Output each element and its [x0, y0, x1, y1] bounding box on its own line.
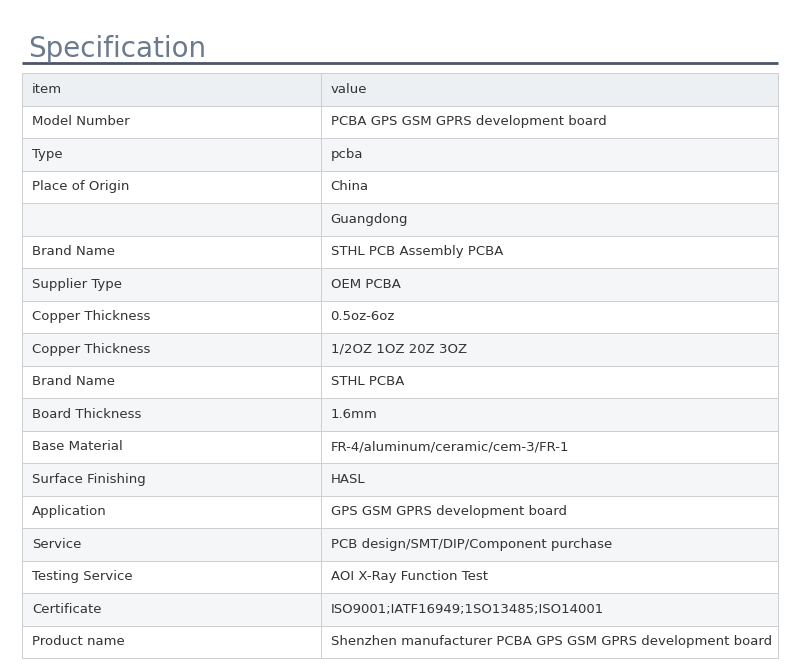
Bar: [321, 495, 778, 528]
Bar: [22, 138, 321, 170]
Text: OEM PCBA: OEM PCBA: [330, 278, 401, 291]
Text: China: China: [330, 180, 369, 194]
Text: Service: Service: [32, 538, 82, 551]
Bar: [22, 626, 321, 658]
Text: Brand Name: Brand Name: [32, 245, 115, 258]
Bar: [321, 170, 778, 203]
Bar: [321, 463, 778, 495]
Text: 1/2OZ 1OZ 20Z 3OZ: 1/2OZ 1OZ 20Z 3OZ: [330, 342, 466, 356]
Text: Type: Type: [32, 148, 62, 161]
Bar: [22, 528, 321, 561]
Bar: [22, 463, 321, 495]
Text: item: item: [32, 82, 62, 96]
Bar: [22, 268, 321, 301]
Text: HASL: HASL: [330, 473, 366, 485]
Bar: [22, 495, 321, 528]
Bar: [321, 561, 778, 593]
Bar: [22, 301, 321, 333]
Bar: [22, 170, 321, 203]
Text: Certificate: Certificate: [32, 602, 102, 616]
Text: Base Material: Base Material: [32, 440, 122, 454]
Bar: [321, 235, 778, 268]
Bar: [321, 106, 778, 138]
Bar: [321, 333, 778, 366]
Text: Guangdong: Guangdong: [330, 213, 408, 225]
Text: Supplier Type: Supplier Type: [32, 278, 122, 291]
Text: Product name: Product name: [32, 635, 125, 648]
Text: STHL PCB Assembly PCBA: STHL PCB Assembly PCBA: [330, 245, 503, 258]
Text: PCBA GPS GSM GPRS development board: PCBA GPS GSM GPRS development board: [330, 115, 606, 128]
Bar: [22, 593, 321, 626]
Text: Specification: Specification: [28, 35, 206, 63]
Text: pcba: pcba: [330, 148, 363, 161]
Text: PCB design/SMT/DIP/Component purchase: PCB design/SMT/DIP/Component purchase: [330, 538, 612, 551]
Text: Brand Name: Brand Name: [32, 375, 115, 388]
Text: STHL PCBA: STHL PCBA: [330, 375, 404, 388]
Text: Place of Origin: Place of Origin: [32, 180, 130, 194]
Bar: [22, 430, 321, 463]
Text: Application: Application: [32, 505, 106, 518]
Bar: [321, 301, 778, 333]
Bar: [321, 528, 778, 561]
Bar: [321, 430, 778, 463]
Bar: [321, 366, 778, 398]
Bar: [321, 398, 778, 430]
Text: value: value: [330, 82, 367, 96]
Text: Shenzhen manufacturer PCBA GPS GSM GPRS development board: Shenzhen manufacturer PCBA GPS GSM GPRS …: [330, 635, 772, 648]
Text: Copper Thickness: Copper Thickness: [32, 342, 150, 356]
Text: Model Number: Model Number: [32, 115, 130, 128]
Bar: [22, 561, 321, 593]
Bar: [22, 366, 321, 398]
Bar: [22, 398, 321, 430]
Text: Copper Thickness: Copper Thickness: [32, 311, 150, 323]
Bar: [22, 203, 321, 235]
Text: GPS GSM GPRS development board: GPS GSM GPRS development board: [330, 505, 566, 518]
Text: 0.5oz-6oz: 0.5oz-6oz: [330, 311, 395, 323]
Bar: [321, 203, 778, 235]
Bar: [22, 235, 321, 268]
Text: Testing Service: Testing Service: [32, 571, 133, 583]
Text: 1.6mm: 1.6mm: [330, 408, 378, 421]
Bar: [321, 138, 778, 170]
Bar: [321, 73, 778, 106]
Text: Surface Finishing: Surface Finishing: [32, 473, 146, 485]
Bar: [321, 593, 778, 626]
Text: AOI X-Ray Function Test: AOI X-Ray Function Test: [330, 571, 488, 583]
Bar: [22, 73, 321, 106]
Bar: [321, 268, 778, 301]
Bar: [321, 626, 778, 658]
Text: FR-4/aluminum/ceramic/cem-3/FR-1: FR-4/aluminum/ceramic/cem-3/FR-1: [330, 440, 569, 454]
Text: ISO9001;IATF16949;1SO13485;ISO14001: ISO9001;IATF16949;1SO13485;ISO14001: [330, 602, 604, 616]
Bar: [22, 333, 321, 366]
Bar: [22, 106, 321, 138]
Text: Board Thickness: Board Thickness: [32, 408, 142, 421]
